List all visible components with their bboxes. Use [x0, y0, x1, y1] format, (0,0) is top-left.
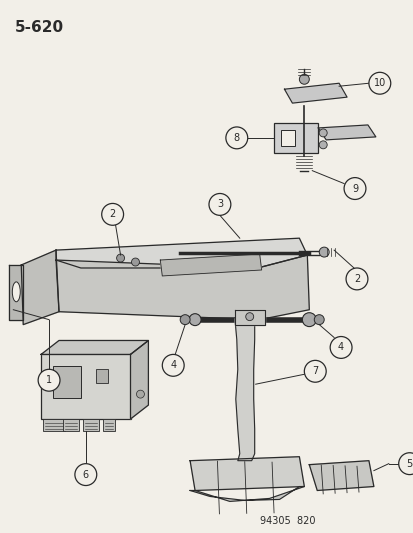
Polygon shape — [318, 125, 375, 140]
FancyBboxPatch shape — [102, 419, 114, 431]
Polygon shape — [309, 461, 373, 490]
Text: 8: 8 — [233, 133, 239, 143]
Text: 2: 2 — [353, 274, 359, 284]
Circle shape — [180, 314, 190, 325]
Circle shape — [345, 268, 367, 290]
Text: 9: 9 — [351, 183, 357, 193]
Polygon shape — [130, 341, 148, 419]
Text: 1: 1 — [46, 375, 52, 385]
Circle shape — [102, 204, 123, 225]
Circle shape — [162, 354, 184, 376]
Text: 5: 5 — [406, 459, 412, 469]
Circle shape — [330, 336, 351, 358]
FancyBboxPatch shape — [281, 130, 295, 146]
Polygon shape — [41, 341, 148, 354]
Text: 4: 4 — [170, 360, 176, 370]
Text: 2: 2 — [109, 209, 116, 220]
Circle shape — [343, 177, 365, 199]
Circle shape — [209, 193, 230, 215]
FancyBboxPatch shape — [63, 419, 78, 431]
Circle shape — [299, 74, 309, 84]
Polygon shape — [160, 254, 261, 276]
Circle shape — [225, 127, 247, 149]
Circle shape — [313, 314, 323, 325]
Polygon shape — [234, 318, 254, 461]
Circle shape — [398, 453, 413, 474]
Text: 5-620: 5-620 — [15, 20, 64, 35]
Text: 4: 4 — [337, 343, 343, 352]
Circle shape — [131, 258, 139, 266]
Circle shape — [116, 254, 124, 262]
FancyBboxPatch shape — [53, 366, 81, 398]
Text: 3: 3 — [216, 199, 223, 209]
Polygon shape — [56, 238, 306, 268]
Circle shape — [245, 313, 253, 321]
Text: 6: 6 — [83, 470, 89, 480]
Ellipse shape — [12, 282, 20, 302]
Polygon shape — [56, 255, 309, 320]
Polygon shape — [9, 265, 23, 320]
Polygon shape — [190, 457, 304, 490]
FancyBboxPatch shape — [43, 419, 65, 431]
Circle shape — [318, 247, 328, 257]
Polygon shape — [284, 83, 346, 103]
FancyBboxPatch shape — [273, 123, 318, 153]
Circle shape — [189, 314, 201, 326]
Text: 7: 7 — [311, 366, 318, 376]
FancyBboxPatch shape — [41, 354, 130, 419]
Circle shape — [318, 129, 326, 137]
Polygon shape — [190, 487, 304, 502]
Circle shape — [301, 313, 316, 327]
FancyBboxPatch shape — [95, 369, 107, 383]
Circle shape — [75, 464, 97, 486]
Polygon shape — [21, 250, 59, 325]
Text: 94305  820: 94305 820 — [259, 516, 314, 526]
FancyBboxPatch shape — [83, 419, 98, 431]
Text: 10: 10 — [373, 78, 385, 88]
Circle shape — [304, 360, 325, 382]
Circle shape — [38, 369, 60, 391]
Circle shape — [136, 390, 144, 398]
Circle shape — [318, 141, 326, 149]
Polygon shape — [234, 310, 264, 325]
Circle shape — [368, 72, 390, 94]
